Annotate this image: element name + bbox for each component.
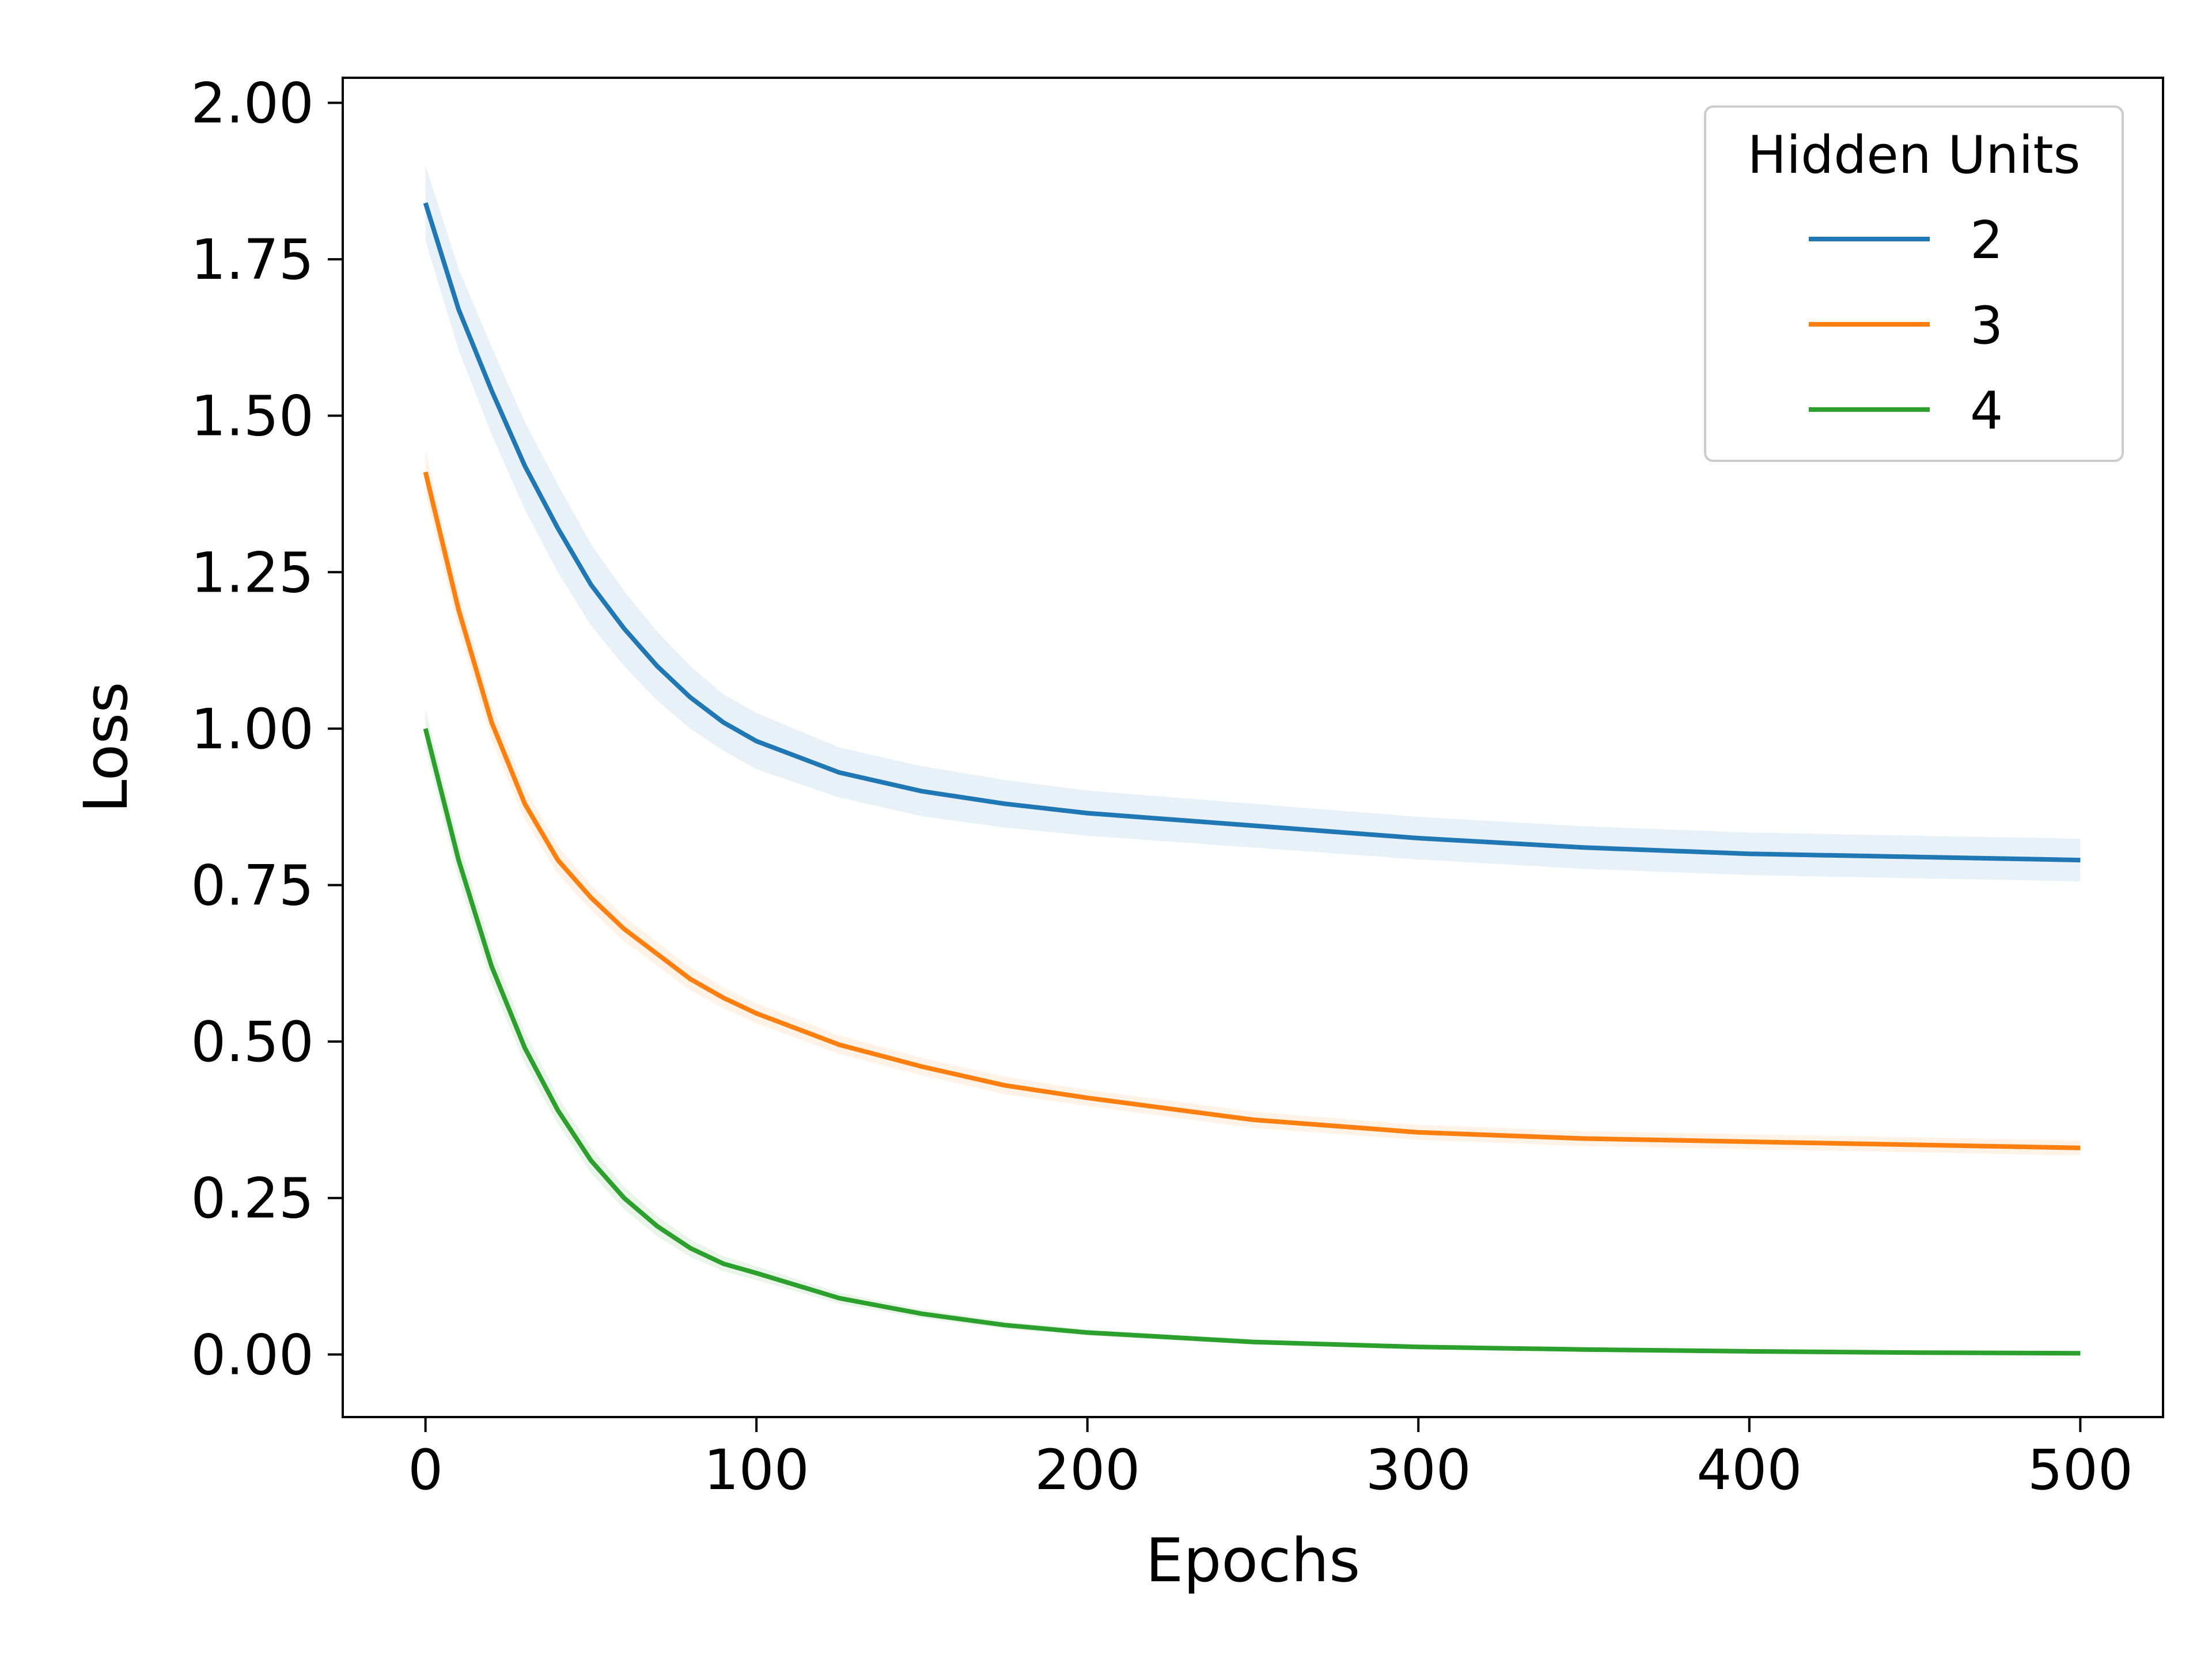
x-tick-label-0: 0 — [408, 1438, 443, 1502]
y-tick-label-1.00: 1.00 — [191, 697, 314, 762]
x-tick-label-300: 300 — [1366, 1438, 1471, 1502]
legend-label-2: 2 — [1970, 210, 2003, 271]
y-tick-label-1.25: 1.25 — [191, 540, 314, 605]
y-tick-label-1.75: 1.75 — [191, 228, 314, 292]
y-tick-label-0.00: 0.00 — [191, 1323, 314, 1387]
y-tick-label-0.75: 0.75 — [191, 854, 314, 918]
x-axis-ticks: 0 100 200 300 400 500 — [408, 1417, 2133, 1502]
x-tick-label-200: 200 — [1035, 1438, 1140, 1502]
y-tick-label-1.50: 1.50 — [191, 384, 314, 449]
x-axis-label: Epochs — [1146, 1525, 1361, 1596]
legend-entries: 2 3 4 — [1809, 210, 2003, 441]
y-tick-label-0.25: 0.25 — [191, 1166, 314, 1231]
line-series-2 — [423, 202, 2081, 863]
legend-box — [1704, 105, 2124, 462]
plot-area-frame — [342, 77, 2164, 1418]
y-tick-label-2.00: 2.00 — [191, 71, 314, 135]
legend-label-3: 3 — [1970, 296, 2003, 356]
x-tick-label-500: 500 — [2028, 1438, 2133, 1502]
legend-label-4: 4 — [1970, 381, 2003, 441]
series-lines — [423, 202, 2081, 1356]
line-series-4 — [423, 728, 2081, 1356]
legend: Hidden Units 2 3 4 — [1704, 105, 2124, 462]
legend-title: Hidden Units — [1747, 125, 2080, 185]
x-tick-label-100: 100 — [704, 1438, 809, 1502]
y-axis-label: Loss — [71, 681, 141, 813]
y-axis-ticks: 0.00 0.25 0.50 0.75 1.00 1.25 1.50 1.75 2.00 — [191, 71, 343, 1387]
y-tick-label-0.50: 0.50 — [191, 1010, 314, 1074]
x-tick-label-400: 400 — [1696, 1438, 1802, 1502]
line-series-3 — [423, 471, 2081, 1150]
